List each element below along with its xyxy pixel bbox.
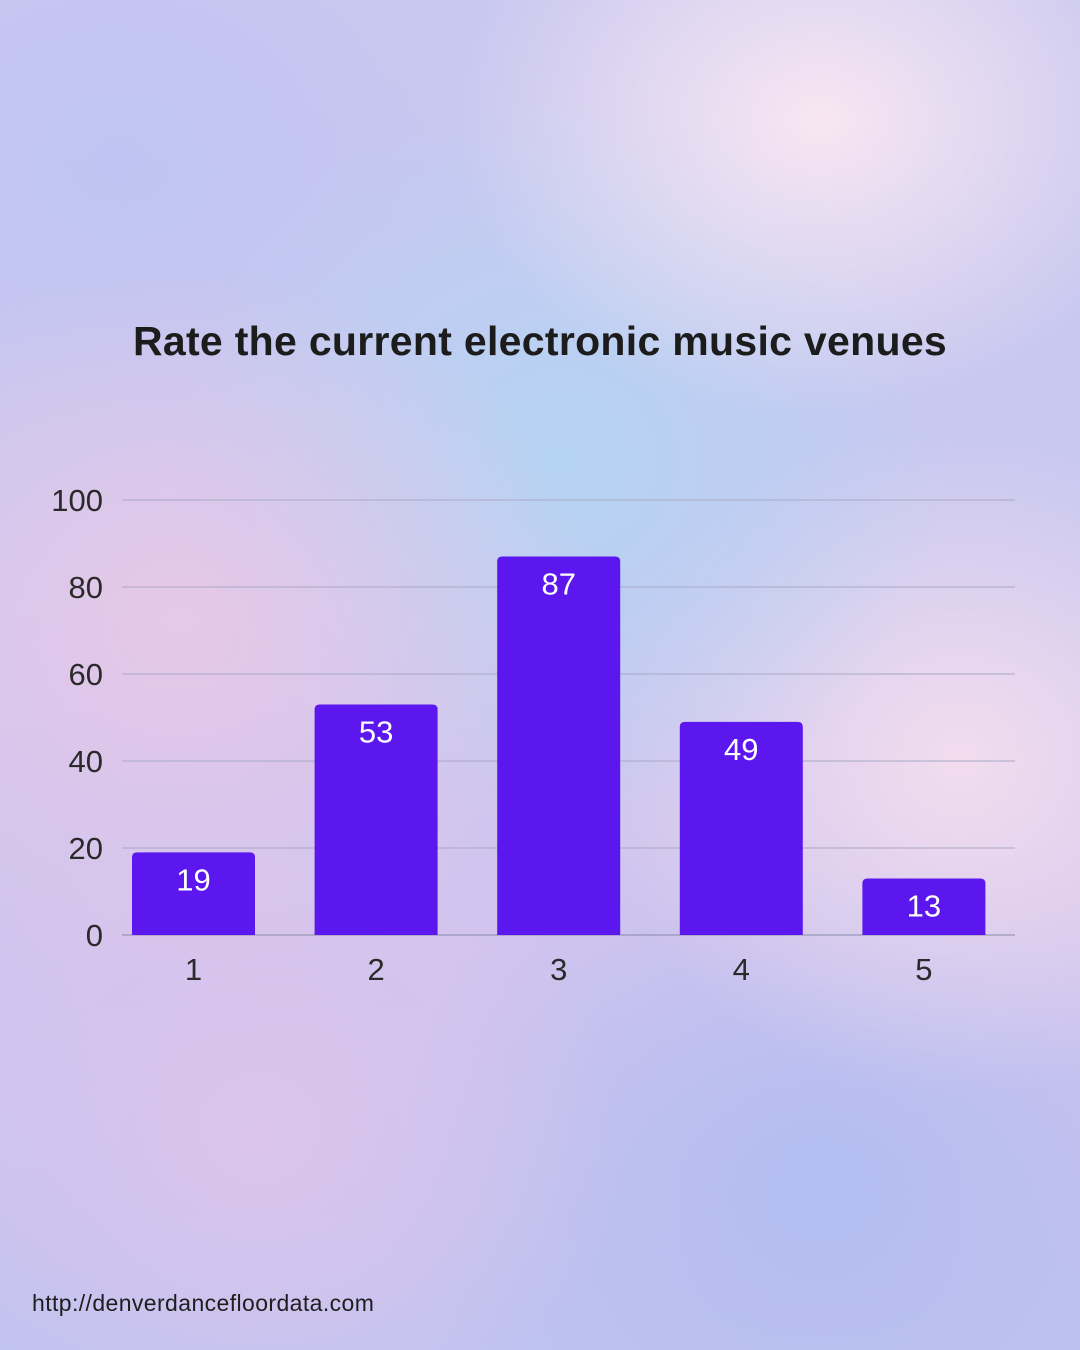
y-tick-label: 80 (69, 570, 103, 605)
y-tick-label: 0 (86, 918, 103, 953)
y-tick-label: 100 (51, 483, 103, 518)
x-axis-ticks: 1 2 3 4 5 (185, 952, 933, 987)
chart-title: Rate the current electronic music venues (132, 318, 948, 364)
bar (862, 878, 986, 935)
bar-value-label: 13 (907, 888, 941, 923)
bars: 19 53 87 49 13 (132, 556, 986, 935)
x-tick-label: 4 (733, 952, 750, 987)
y-tick-label: 20 (69, 831, 103, 866)
bar (132, 852, 255, 935)
y-axis-ticks: 0 20 40 60 80 100 (51, 483, 103, 953)
source-url: http://denverdancefloordata.com (32, 1290, 375, 1316)
bar (497, 556, 621, 935)
y-tick-label: 60 (69, 657, 103, 692)
x-tick-label: 2 (367, 952, 384, 987)
bar (314, 704, 438, 935)
bar-value-label: 49 (724, 732, 758, 767)
bar-value-label: 19 (176, 862, 210, 897)
bar-value-label: 53 (359, 714, 393, 749)
x-tick-label: 1 (185, 952, 202, 987)
x-tick-label: 5 (915, 952, 932, 987)
y-tick-label: 40 (69, 744, 103, 779)
bar (679, 721, 803, 935)
x-tick-label: 3 (550, 952, 567, 987)
bar-value-label: 87 (541, 567, 575, 602)
